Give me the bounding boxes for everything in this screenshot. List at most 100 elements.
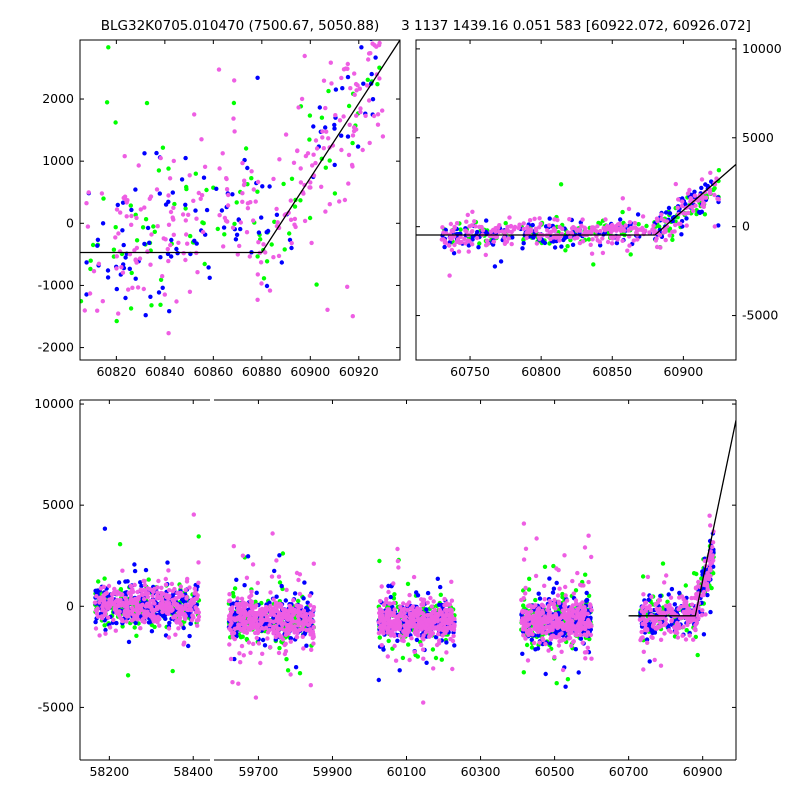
point-pink (264, 614, 270, 619)
point-pink (502, 235, 507, 240)
point-pink (586, 579, 591, 585)
point-green (128, 306, 134, 311)
point-pink (351, 128, 357, 134)
point-blue (520, 246, 525, 251)
point-green (657, 224, 662, 229)
point-pink (608, 235, 614, 240)
point-blue (267, 184, 272, 189)
point-green (196, 534, 201, 539)
point-blue (260, 184, 265, 189)
point-blue (262, 643, 268, 648)
x-tick-label: 58200 (89, 764, 129, 779)
point-pink (276, 574, 282, 579)
point-pink (710, 553, 715, 558)
point-pink (576, 621, 581, 627)
point-green (188, 233, 193, 239)
point-blue (116, 580, 122, 585)
point-pink (352, 92, 357, 98)
point-blue (105, 275, 111, 280)
point-green (151, 224, 156, 229)
x-tick-label: 60750 (450, 364, 490, 379)
point-pink (268, 608, 274, 613)
point-blue (652, 630, 658, 635)
point-pink (120, 568, 125, 573)
point-blue (179, 177, 185, 182)
point-pink (450, 666, 455, 672)
point-pink (435, 614, 440, 619)
point-pink (469, 229, 474, 235)
point-blue (142, 151, 147, 156)
point-green (458, 227, 463, 232)
point-blue (345, 74, 351, 80)
point-blue (129, 207, 134, 213)
point-pink (311, 152, 316, 157)
point-pink (226, 192, 231, 198)
point-blue (424, 660, 429, 665)
point-blue (100, 221, 106, 226)
point-pink (681, 603, 686, 609)
point-blue (705, 592, 710, 598)
point-pink (554, 566, 559, 571)
point-blue (451, 251, 457, 256)
point-pink (483, 243, 489, 248)
point-pink (296, 577, 301, 583)
point-pink (227, 642, 232, 647)
point-pink (556, 600, 562, 606)
point-blue (703, 182, 708, 187)
point-pink (267, 623, 272, 628)
point-pink (440, 225, 445, 230)
point-pink (221, 244, 226, 249)
y-tick-label: 10000 (742, 41, 782, 56)
point-pink (448, 626, 454, 631)
point-pink (562, 622, 568, 628)
point-pink (520, 609, 525, 614)
point-pink (258, 260, 264, 265)
point-pink (296, 105, 301, 110)
point-pink (240, 553, 246, 558)
point-blue (192, 238, 197, 243)
point-blue (234, 577, 239, 582)
y-tick-label: 2000 (42, 91, 74, 106)
point-green (117, 542, 123, 547)
point-blue (672, 602, 677, 607)
point-pink (129, 222, 134, 227)
point-pink (404, 619, 409, 624)
x-tick-label: 60900 (683, 764, 723, 779)
point-pink (497, 223, 502, 228)
point-pink (240, 191, 245, 196)
model-line (80, 40, 400, 254)
point-pink (172, 586, 177, 592)
point-pink (396, 623, 401, 628)
point-pink (366, 98, 372, 103)
point-green (526, 587, 532, 592)
point-pink (539, 620, 545, 626)
point-pink (607, 227, 612, 232)
point-blue (388, 594, 393, 600)
point-pink (568, 234, 573, 240)
point-pink (239, 643, 245, 649)
point-green (591, 262, 596, 267)
point-pink (580, 239, 586, 244)
point-pink (391, 600, 397, 606)
point-pink (651, 223, 656, 228)
point-pink (459, 239, 464, 245)
point-pink (620, 238, 625, 243)
point-blue (234, 232, 240, 237)
point-green (583, 572, 588, 577)
point-pink (113, 235, 118, 240)
point-pink (149, 232, 154, 237)
point-green (113, 120, 118, 125)
point-pink (276, 650, 282, 656)
point-pink (155, 224, 160, 229)
point-pink (145, 586, 150, 591)
point-green (405, 581, 411, 587)
point-pink (303, 617, 308, 622)
point-pink (674, 627, 679, 633)
point-pink (235, 252, 240, 257)
point-pink (582, 632, 587, 637)
point-pink (456, 249, 462, 254)
point-green (231, 100, 237, 106)
point-pink (124, 619, 129, 624)
point-pink (287, 604, 293, 609)
point-pink (282, 651, 288, 657)
